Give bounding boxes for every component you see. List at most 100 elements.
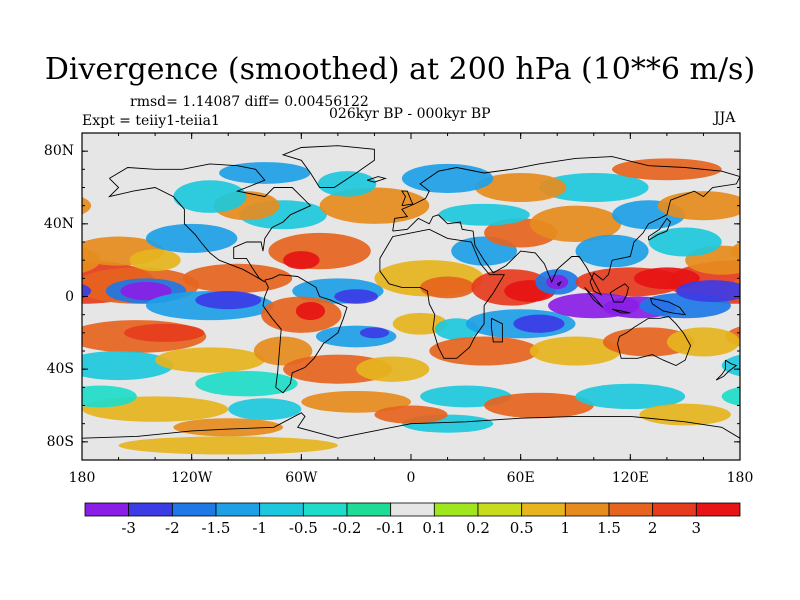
lon-tick-label: 120W bbox=[171, 470, 213, 486]
field-blob bbox=[295, 301, 326, 321]
field-blob bbox=[429, 336, 539, 366]
colorbar-swatch bbox=[259, 502, 304, 517]
lat-tick-label: 80N bbox=[43, 143, 74, 160]
field-blob bbox=[228, 398, 302, 421]
colorbar-label: 0.2 bbox=[466, 519, 490, 537]
coastline bbox=[401, 190, 414, 207]
colorbar-swatch bbox=[564, 502, 610, 517]
longitude-ticks bbox=[81, 133, 741, 460]
colorbar-swatch bbox=[477, 502, 523, 517]
field-blob bbox=[120, 281, 172, 301]
field-blob bbox=[602, 327, 695, 357]
coastlines bbox=[82, 145, 740, 439]
lon-tick-label: 0 bbox=[406, 470, 416, 486]
colorbar-label: -0.2 bbox=[332, 519, 362, 537]
lon-tick-label: 120E bbox=[611, 470, 649, 486]
coastline bbox=[392, 156, 740, 296]
field-blob bbox=[666, 327, 740, 357]
colorbar-label: 0.1 bbox=[422, 519, 447, 537]
field-blob bbox=[82, 385, 137, 408]
field-blob bbox=[268, 232, 371, 270]
coastline bbox=[611, 308, 631, 314]
field-blob bbox=[253, 336, 313, 366]
field-blob bbox=[685, 138, 740, 157]
field-blob bbox=[420, 276, 475, 299]
field-blob bbox=[195, 370, 298, 397]
field-blob bbox=[129, 249, 181, 272]
field-blob bbox=[633, 267, 700, 290]
colorbar-swatch bbox=[608, 502, 654, 517]
coastline bbox=[609, 283, 629, 303]
map-field-clip bbox=[9, 133, 800, 460]
colorbar-swatch bbox=[652, 502, 697, 517]
colorbar-label: -1 bbox=[252, 519, 267, 537]
coastline bbox=[649, 297, 687, 316]
field-blob bbox=[9, 327, 82, 356]
lon-tick-label: 60W bbox=[285, 470, 318, 486]
field-blob bbox=[401, 163, 494, 193]
colorbar-swatch bbox=[302, 502, 348, 517]
coastline bbox=[490, 317, 503, 343]
colorbar-swatch bbox=[215, 502, 261, 517]
colorbar-label: -3 bbox=[121, 519, 136, 537]
plot-title: Divergence (smoothed) at 200 hPa (10**6 … bbox=[44, 52, 756, 87]
coastline bbox=[584, 287, 604, 308]
lat-tick-label: 80S bbox=[46, 433, 74, 450]
field-blob bbox=[82, 351, 174, 381]
field-blob bbox=[676, 280, 740, 302]
colorbar-swatch bbox=[128, 502, 173, 517]
lat-tick-label: 40S bbox=[46, 361, 74, 378]
period-label: 026kyr BP - 000kyr BP bbox=[329, 106, 491, 122]
colorbar-label: 1.5 bbox=[597, 519, 621, 537]
field-blob bbox=[82, 196, 92, 215]
field-blob bbox=[730, 242, 740, 260]
latitude-ticks bbox=[82, 132, 740, 461]
colorbar-label: -2 bbox=[165, 519, 180, 537]
field-blob bbox=[359, 327, 390, 339]
field-blob bbox=[374, 405, 448, 424]
field-blob bbox=[546, 274, 569, 290]
field-blob bbox=[82, 247, 101, 273]
lon-tick-label: 180 bbox=[68, 470, 96, 486]
lon-tick-label: 60E bbox=[506, 470, 535, 486]
field-blob bbox=[145, 223, 238, 253]
field-blob bbox=[740, 442, 800, 460]
field-blob bbox=[657, 191, 740, 221]
colorbar-label: 0.5 bbox=[509, 519, 534, 537]
field-blob bbox=[484, 392, 594, 419]
coastline bbox=[556, 280, 562, 287]
field-blob bbox=[173, 418, 284, 437]
experiment-label: Expt = teiiy1-teiia1 bbox=[82, 113, 220, 129]
field-blob bbox=[438, 203, 530, 226]
field-blob bbox=[474, 172, 567, 203]
field-blob bbox=[356, 356, 430, 382]
field-blob bbox=[575, 383, 686, 410]
field-blob bbox=[283, 251, 320, 270]
colorbar-label: 2 bbox=[647, 519, 658, 537]
colorbar-swatch bbox=[390, 502, 435, 517]
field-blob bbox=[721, 354, 740, 377]
field-blob bbox=[219, 162, 311, 184]
coastline bbox=[617, 316, 692, 367]
field-blob bbox=[513, 314, 565, 333]
field-blob bbox=[575, 234, 649, 268]
field-blob bbox=[639, 403, 731, 426]
field-blob bbox=[301, 134, 521, 153]
coastline bbox=[262, 274, 348, 394]
field-blob bbox=[82, 283, 92, 299]
field-blob bbox=[538, 172, 649, 203]
coastline bbox=[648, 217, 672, 241]
field-blob bbox=[155, 347, 265, 373]
season-label: JJA bbox=[714, 110, 736, 126]
field-blob bbox=[334, 289, 379, 304]
coastline bbox=[281, 145, 375, 188]
field-blob bbox=[529, 336, 622, 366]
colorbar-label: -0.5 bbox=[288, 519, 318, 537]
colorbar-swatch bbox=[84, 502, 130, 517]
field-blob bbox=[392, 312, 448, 335]
coastline bbox=[366, 176, 388, 183]
stats-label: rmsd= 1.14087 diff= 0.00456122 bbox=[130, 94, 369, 110]
colorbar-label: -0.1 bbox=[376, 519, 406, 537]
coastline bbox=[379, 228, 505, 359]
